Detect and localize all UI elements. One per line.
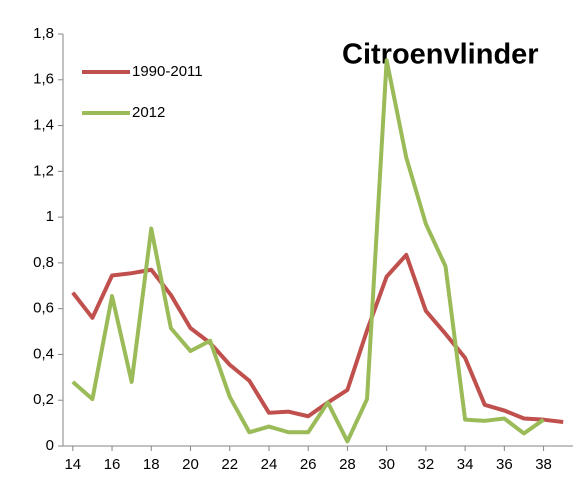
y-tick-label: 0: [46, 437, 54, 454]
y-tick-label: 1: [46, 208, 54, 225]
y-tick-label: 0,6: [33, 300, 54, 317]
x-tick-label: 14: [64, 456, 81, 473]
x-tick-label: 38: [535, 456, 552, 473]
x-tick-label: 18: [143, 456, 160, 473]
y-tick-label: 1,8: [33, 25, 54, 42]
x-tick-label: 28: [339, 456, 356, 473]
y-tick-label: 1,6: [33, 71, 54, 88]
legend-label: 1990-2011: [132, 63, 203, 80]
series-line: [71, 252, 564, 424]
chart-title: Citroenvlinder: [342, 39, 539, 71]
x-tick-label: 26: [300, 456, 317, 473]
y-tick-label: 0,8: [33, 254, 54, 271]
x-tick-label: 20: [182, 456, 199, 473]
y-tick-label: 0,4: [33, 345, 54, 362]
x-tick-label: 34: [457, 456, 474, 473]
x-tick-label: 36: [496, 456, 513, 473]
y-tick-label: 1,2: [33, 162, 54, 179]
legend-label: 2012: [132, 104, 165, 121]
x-tick-label: 32: [418, 456, 435, 473]
x-tick-label: 22: [221, 456, 238, 473]
y-tick-label: 0,2: [33, 391, 54, 408]
x-tick-label: 16: [104, 456, 121, 473]
y-tick-label: 1,4: [33, 117, 54, 134]
x-tick-label: 30: [378, 456, 395, 473]
series-line: [71, 58, 545, 444]
x-tick-label: 24: [261, 456, 278, 473]
